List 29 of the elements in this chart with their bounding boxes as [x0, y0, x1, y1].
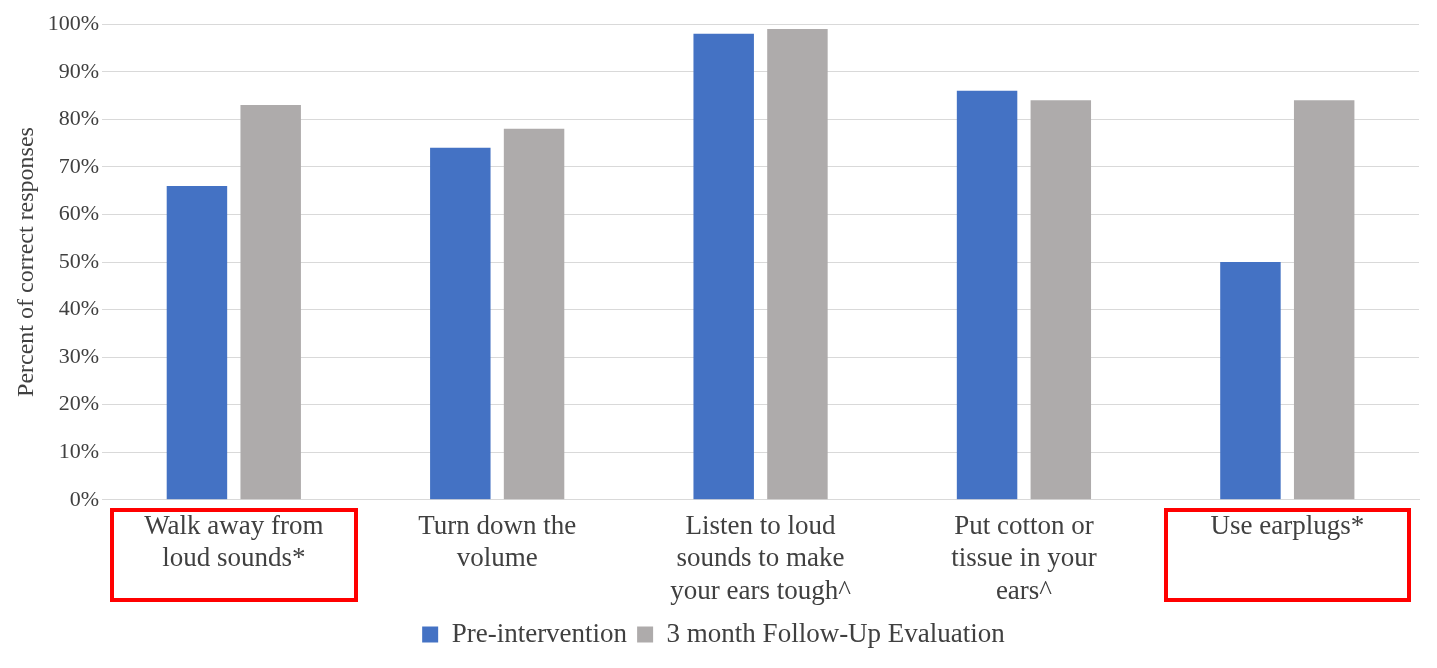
bar	[430, 147, 491, 500]
bar	[1293, 100, 1355, 500]
x-tick-label: Walk away from loud sounds*	[144, 510, 324, 573]
bar	[956, 90, 1018, 500]
y-tick-label: 80%	[58, 105, 100, 131]
y-axis-title: Percent of correct responses	[11, 127, 38, 397]
x-tick-label: Put cotton or tissue in your ears^	[951, 510, 1097, 605]
bar	[240, 105, 301, 500]
y-tick-label: 100%	[47, 9, 100, 35]
legend-label: 3 month Follow-Up Evaluation	[666, 617, 1006, 648]
x-tick-label: Listen to loud sounds to make your ears tough^	[670, 510, 852, 605]
y-tick-label: 50%	[58, 247, 100, 273]
x-tick-label: Turn down the volume	[418, 510, 577, 573]
y-tick-label: 40%	[58, 295, 100, 321]
y-tick-label: 70%	[58, 152, 100, 178]
y-tick-label: 0%	[69, 485, 100, 511]
y-tick-label: 20%	[58, 390, 100, 416]
bar	[1030, 100, 1092, 500]
x-tick-label: Use earplugs*	[1210, 510, 1365, 541]
y-tick-label: 90%	[58, 57, 100, 83]
bar	[767, 28, 828, 500]
bar	[1220, 262, 1281, 500]
bar	[503, 128, 565, 500]
legend-label: Pre-intervention	[451, 617, 628, 648]
bar	[166, 185, 228, 500]
y-tick-label: 10%	[58, 438, 100, 464]
bar	[693, 33, 754, 500]
y-tick-label: 30%	[58, 342, 100, 368]
y-tick-label: 60%	[58, 200, 100, 226]
